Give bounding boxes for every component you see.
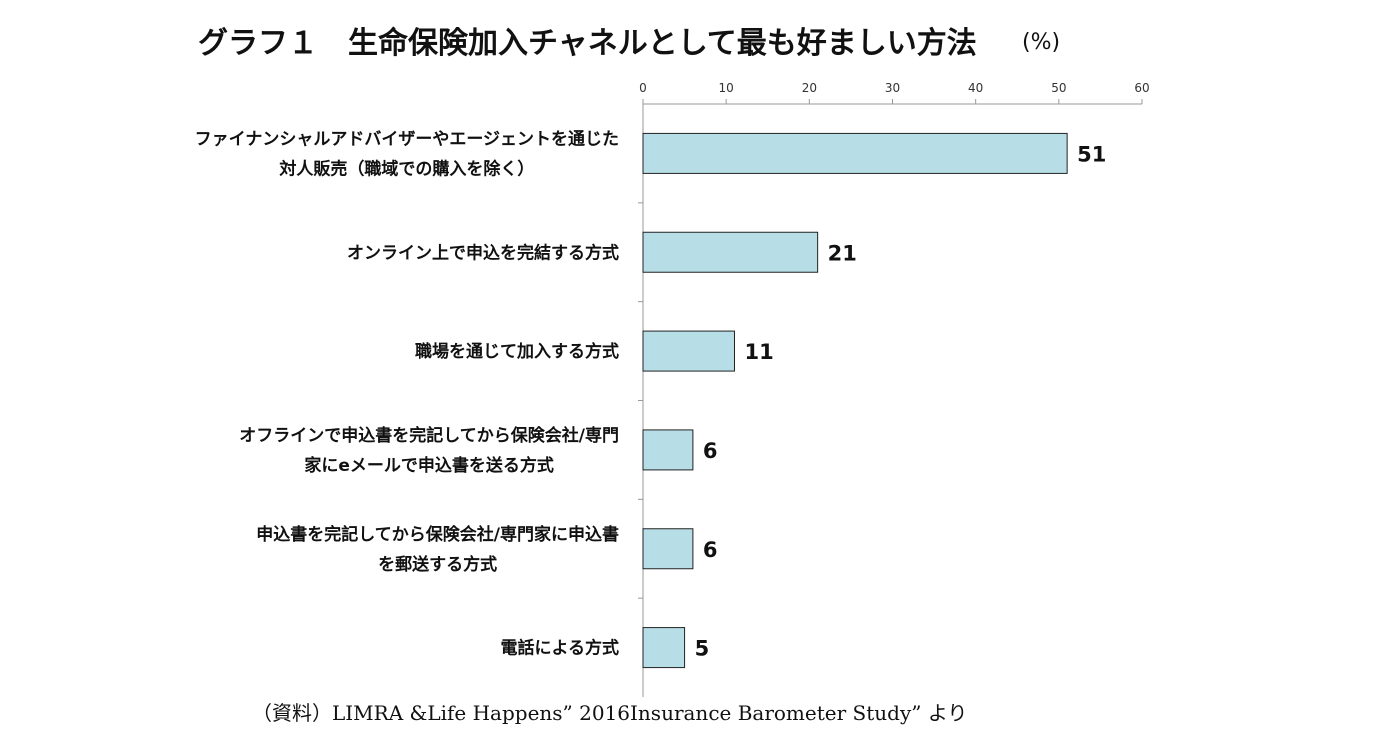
bar <box>642 330 735 372</box>
category-label: 申込書を完記してから保険会社/専門家に申込書 <box>256 524 619 545</box>
x-tick-label: 10 <box>719 81 734 95</box>
bar <box>642 132 1068 174</box>
value-label: 6 <box>703 538 718 562</box>
chart-title: グラフ１ 生命保険加入チャネルとして最も好ましい方法 <box>198 26 977 61</box>
category-label: 対人販売（職域での購入を除く） <box>278 158 534 179</box>
category-label: 電話による方式 <box>501 638 620 659</box>
x-tick-label: 40 <box>968 81 983 95</box>
value-label: 6 <box>703 439 718 463</box>
x-tick-label: 30 <box>885 81 900 95</box>
category-label: 家にeメールで申込書を送る方式 <box>304 455 554 476</box>
category-label: を郵送する方式 <box>378 554 497 575</box>
unit-label: (%) <box>1022 30 1061 55</box>
value-label: 21 <box>828 241 857 265</box>
bar <box>642 627 686 669</box>
x-tick-label: 20 <box>802 81 817 95</box>
value-label: 5 <box>695 637 710 661</box>
x-tick-label: 0 <box>639 81 647 95</box>
x-tick-label: 50 <box>1051 81 1066 95</box>
x-tick-label: 60 <box>1134 81 1149 95</box>
source-note: （資料）LIMRA &Life Happens” 2016Insurance B… <box>252 701 968 725</box>
category-label: オンライン上で申込を完結する方式 <box>347 242 619 263</box>
value-label: 51 <box>1077 142 1106 166</box>
bar <box>642 429 694 471</box>
bar <box>642 528 694 570</box>
bar <box>642 231 819 273</box>
value-label: 11 <box>744 340 773 364</box>
category-label: オフラインで申込書を完記してから保険会社/専門 <box>239 425 619 446</box>
category-label: 職場を通じて加入する方式 <box>415 341 619 362</box>
category-label: ファイナンシャルアドバイザーやエージェントを通じた <box>195 129 619 149</box>
